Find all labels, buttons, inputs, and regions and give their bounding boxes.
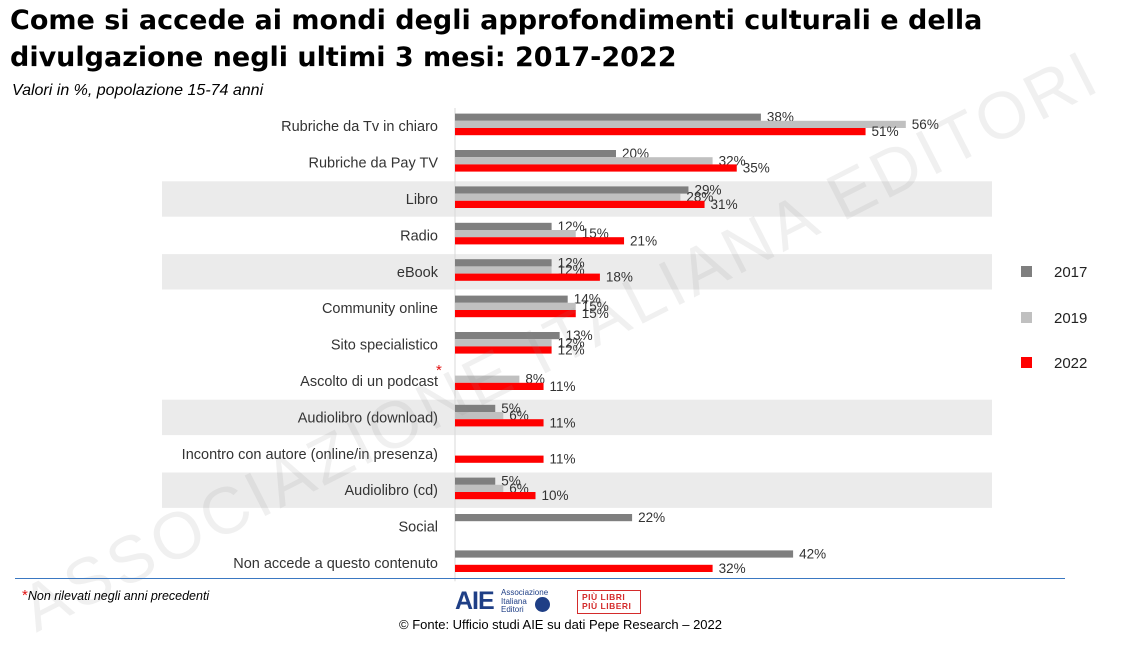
footnote-text: Non rilevati negli anni precedenti: [27, 589, 210, 603]
bar-2017: [455, 295, 568, 303]
data-label: 5%: [501, 474, 521, 489]
row-band: [162, 472, 992, 508]
data-label: 42%: [799, 547, 826, 562]
category-label: Sito specialistico: [331, 338, 438, 354]
bar-2017: [455, 514, 633, 522]
bar-2022: [455, 128, 866, 136]
category-label: Libro: [406, 192, 438, 208]
data-label: 12%: [558, 255, 585, 270]
bar-2022: [455, 237, 625, 245]
bar-2022: [455, 273, 600, 281]
category-label: Rubriche da Tv in chiaro: [281, 119, 438, 135]
data-label: 22%: [638, 510, 665, 525]
bar-2019: [455, 266, 552, 274]
data-label: 51%: [872, 124, 899, 139]
category-label: Audiolibro (download): [298, 410, 438, 426]
bar-2017: [455, 150, 616, 158]
aie-logo-line: Editori: [501, 605, 524, 614]
bar-2019: [455, 157, 713, 165]
legend-swatch-2017: [1021, 266, 1032, 277]
bar-2019: [455, 120, 906, 128]
bar-2017: [455, 477, 496, 485]
piu-libri-logo: PIÙ LIBRI PIÙ LIBERI: [577, 590, 641, 614]
row-band: [162, 399, 992, 436]
aie-logo-line: Associazione: [501, 588, 549, 597]
piu-libri-logo-text: PIÙ LIBRI PIÙ LIBERI: [582, 593, 631, 611]
bar-2022: [455, 455, 544, 463]
data-label: 13%: [566, 328, 593, 343]
bar-2022: [455, 419, 544, 427]
data-label: 11%: [550, 452, 576, 467]
aie-logo: AIE Associazione Italiana Editori: [455, 587, 555, 615]
legend-swatch-2019: [1021, 312, 1032, 323]
data-label: 10%: [542, 488, 569, 503]
category-label: Audiolibro (cd): [345, 483, 439, 499]
bar-2017: [455, 550, 794, 558]
piu-libri-logo-line: PIÙ LIBRI: [582, 592, 626, 602]
data-label: 15%: [582, 306, 609, 321]
data-label: 31%: [711, 197, 738, 212]
bar-2017: [455, 113, 761, 121]
piu-libri-logo-line: PIÙ LIBERI: [582, 601, 632, 611]
data-label: 11%: [550, 379, 576, 394]
data-label: 11%: [550, 415, 576, 430]
chart-subtitle: Valori in %, popolazione 15-74 anni: [12, 82, 264, 99]
bar-2017: [455, 222, 552, 230]
aie-logo-line: Italiana: [501, 596, 527, 606]
data-label: 32%: [719, 561, 746, 576]
bar-2022: [455, 492, 536, 500]
data-label: 35%: [743, 161, 770, 176]
data-label: 5%: [501, 401, 521, 416]
bar-2019: [455, 484, 504, 492]
bar-2019: [455, 193, 681, 201]
chart-title: Come si accede ai mondi degli approfondi…: [10, 5, 983, 73]
data-label: 15%: [582, 299, 609, 314]
bar-2022: [455, 346, 552, 354]
bar-2022: [455, 200, 705, 208]
legend-label: 2022: [1054, 355, 1087, 372]
legend-swatch-2022: [1021, 357, 1032, 368]
category-label: Community online: [322, 301, 438, 317]
data-label: 18%: [606, 270, 633, 285]
bar-2019: [455, 412, 504, 420]
category-label: eBook: [397, 265, 439, 281]
data-label: 14%: [574, 292, 601, 307]
category-label: Ascolto di un podcast: [300, 374, 438, 390]
bar-2022: [455, 310, 576, 318]
footnote-marker: *: [22, 587, 28, 604]
bar-2022: [455, 564, 713, 572]
category-label: Social: [399, 520, 439, 536]
category-label: Incontro con autore (online/in presenza): [182, 447, 438, 463]
bar-2019: [455, 339, 552, 347]
aie-logo-text: Associazione Italiana Editori: [501, 588, 549, 615]
row-band: [162, 254, 992, 290]
footer-divider: [15, 578, 1065, 579]
bar-2017: [455, 186, 689, 194]
bar-2022: [455, 164, 737, 172]
bar-2019: [455, 375, 520, 383]
aie-logo-mark: AIE: [455, 587, 495, 615]
data-label: 12%: [558, 343, 585, 358]
category-label: Non accede a questo contenuto: [233, 556, 438, 572]
footnote: *Non rilevati negli anni precedenti: [22, 587, 209, 604]
category-label: Radio: [400, 228, 438, 244]
data-label: 29%: [694, 183, 721, 198]
bar-2019: [455, 230, 576, 238]
legend-label: 2017: [1054, 264, 1087, 281]
bar-2017: [455, 332, 560, 340]
bar-2017: [455, 404, 496, 412]
category-label: Rubriche da Pay TV: [309, 156, 439, 172]
data-label: 12%: [558, 335, 585, 350]
legend-label: 2019: [1054, 310, 1087, 327]
bar-2019: [455, 302, 576, 310]
bar-2017: [455, 259, 552, 267]
category-marker: *: [436, 362, 442, 379]
data-label: 56%: [912, 117, 939, 132]
bar-2022: [455, 382, 544, 390]
source-credit: © Fonte: Ufficio studi AIE su dati Pepe …: [399, 617, 722, 632]
data-label: 21%: [630, 233, 657, 248]
aie-seal-icon: [535, 597, 550, 612]
